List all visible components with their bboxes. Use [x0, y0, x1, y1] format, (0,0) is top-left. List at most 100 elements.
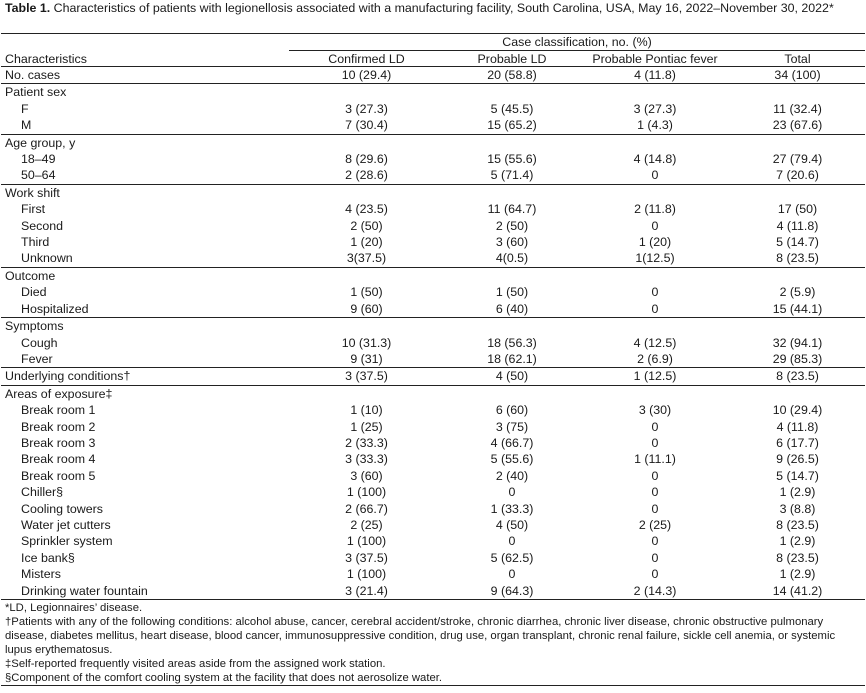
total-cell: 9 (26.5) [776, 452, 819, 467]
confirmed-ld-cell: 8 (29.6) [345, 152, 388, 167]
footnote-ld: *LD, Legionnaires’ disease. [5, 602, 143, 614]
probable-ld-cell [444, 84, 580, 101]
table-row: Patient sex [1, 84, 865, 101]
total-cell: 8 (23.5) [730, 250, 865, 268]
confirmed-ld-cell: 1 (100) [346, 534, 387, 549]
probable-pontiac-fever-cell [580, 267, 730, 284]
probable-ld-cell [444, 385, 580, 402]
table-row: Underlying conditions† 3 (37.5) 4 (50) 1 (1… [1, 367, 865, 386]
row-label: Water jet cutters [21, 517, 111, 532]
probable-ld-cell: 2 (50) [495, 218, 529, 233]
probable-ld-cell: 18 (56.3) [487, 335, 537, 350]
row-label: 50–64 [1, 167, 289, 185]
confirmed-ld-cell: 1 (20) [350, 235, 383, 250]
table-row: Break room 5 3 (60) 2 (40) 0 5 (14.7) [1, 468, 865, 484]
probable-ld-cell: 9 (64.3) [444, 582, 580, 600]
section-label: Symptoms [5, 319, 64, 334]
probable-ld-cell: 11 (64.7) [487, 202, 537, 217]
total-cell: 27 (79.4) [772, 152, 823, 167]
row-label: F [21, 101, 29, 116]
probable-pontiac-fever-cell: 0 [651, 468, 659, 483]
probable-ld-cell: 1 (50) [495, 285, 529, 300]
column-header-total: Total [730, 50, 865, 67]
case-classification-header: Case classification, no. (%) [289, 33, 865, 51]
row-label: Hospitalized [1, 300, 289, 319]
probable-ld-cell: 15 (55.6) [487, 152, 537, 167]
table-row: Outcome [1, 267, 865, 284]
probable-pontiac-fever-cell: 4 (14.8) [633, 152, 677, 167]
confirmed-ld-cell: 3 (60) [350, 468, 383, 483]
header-row-group: Case classification, no. (%) [1, 33, 865, 51]
probable-pontiac-fever-cell: 4 (11.8) [580, 66, 730, 85]
table-row: Cough 10 (31.3) 18 (56.3) 4 (12.5) 32 (94.1) [1, 335, 865, 351]
total-cell: 1 (2.9) [779, 485, 816, 500]
confirmed-ld-cell [289, 134, 444, 151]
row-label: Cooling towers [21, 501, 103, 516]
probable-pontiac-fever-cell: 0 [580, 167, 730, 185]
probable-ld-cell [444, 184, 580, 201]
total-cell: 32 (94.1) [772, 335, 823, 350]
probable-pontiac-fever-cell: 1 (20) [638, 235, 672, 250]
row-label: Second [21, 218, 64, 233]
total-cell: 4 (11.8) [776, 419, 819, 434]
total-cell: 11 (32.4) [773, 101, 822, 116]
table-caption-text: Characteristics of patients with legione… [53, 1, 834, 15]
characteristics-table: Case classification, no. (%) Characteris… [1, 33, 865, 600]
total-cell: 1 (2.9) [779, 534, 816, 549]
probable-pontiac-fever-cell [580, 84, 730, 101]
probable-pontiac-fever-cell: 3 (27.3) [633, 101, 677, 116]
probable-pontiac-fever-cell: 1 (11.1) [634, 452, 676, 467]
confirmed-ld-cell [289, 267, 444, 284]
row-label: Unknown [1, 250, 289, 268]
probable-pontiac-fever-cell: 4 (12.5) [633, 335, 677, 350]
confirmed-ld-cell: 7 (30.4) [289, 117, 444, 135]
probable-pontiac-fever-cell: 0 [651, 501, 659, 516]
probable-ld-cell [444, 267, 580, 284]
header-row-columns: Characteristics Confirmed LD Probable LD… [1, 50, 865, 67]
table-row: No. cases 10 (29.4) 20 (58.8) 4 (11.8) 34 (1… [1, 66, 865, 85]
total-cell [730, 184, 865, 201]
confirmed-ld-cell: 3 (37.5) [289, 367, 444, 386]
row-label: Ice bank§ [21, 550, 75, 565]
confirmed-ld-cell: 1 (10) [350, 403, 383, 418]
total-cell [730, 134, 865, 151]
row-label: 18–49 [21, 152, 56, 167]
total-cell [730, 84, 865, 101]
section-label: Work shift [5, 185, 60, 200]
probable-pontiac-fever-cell: 3 (30) [638, 403, 672, 418]
row-label: Break room 1 [21, 403, 96, 418]
table-row: 50–64 2 (28.6) 5 (71.4) 0 7 (20.6) [1, 167, 865, 185]
table-row: Misters 1 (100) 0 0 1 (2.9) [1, 566, 865, 582]
column-header-characteristics: Characteristics [1, 50, 289, 67]
probable-ld-cell: 4 (50) [444, 367, 580, 386]
confirmed-ld-cell [289, 184, 444, 201]
confirmed-ld-cell: 3 (27.3) [345, 101, 388, 116]
table-row: Chiller§ 1 (100) 0 0 1 (2.9) [1, 484, 865, 500]
table-row: Work shift [1, 184, 865, 201]
total-cell: 14 (41.2) [730, 582, 865, 600]
probable-pontiac-fever-cell: 0 [651, 485, 659, 500]
footnote-comfort-cooling: §Component of the comfort cooling system… [5, 672, 443, 684]
table-row: Break room 2 1 (25) 3 (75) 0 4 (11.8) [1, 419, 865, 435]
probable-ld-cell: 18 (62.1) [444, 350, 580, 369]
row-label: Third [21, 235, 50, 250]
row-label: Drinking water fountain [1, 582, 289, 600]
row-label: Cough [21, 335, 58, 350]
probable-ld-cell: 3 (60) [495, 235, 529, 250]
probable-pontiac-fever-cell [580, 318, 730, 335]
total-cell: 10 (29.4) [772, 403, 823, 418]
table-row: Areas of exposure‡ [1, 385, 865, 402]
probable-ld-cell: 6 (40) [444, 300, 580, 319]
table-row: F 3 (27.3) 5 (45.5) 3 (27.3) 11 (32.4) [1, 101, 865, 117]
confirmed-ld-cell: 4 (23.5) [345, 202, 388, 217]
probable-pontiac-fever-cell: 0 [651, 218, 659, 233]
confirmed-ld-cell: 1 (50) [350, 285, 383, 300]
section-label: Patient sex [5, 85, 67, 100]
total-cell: 3 (8.8) [779, 501, 816, 516]
table-row: Drinking water fountain 3 (21.4) 9 (64.3) 2… [1, 582, 865, 600]
total-cell: 2 (5.9) [779, 285, 816, 300]
confirmed-ld-cell: 2 (25) [350, 517, 383, 532]
table-row: Cooling towers 2 (66.7) 1 (33.3) 0 3 (8.8) [1, 501, 865, 517]
